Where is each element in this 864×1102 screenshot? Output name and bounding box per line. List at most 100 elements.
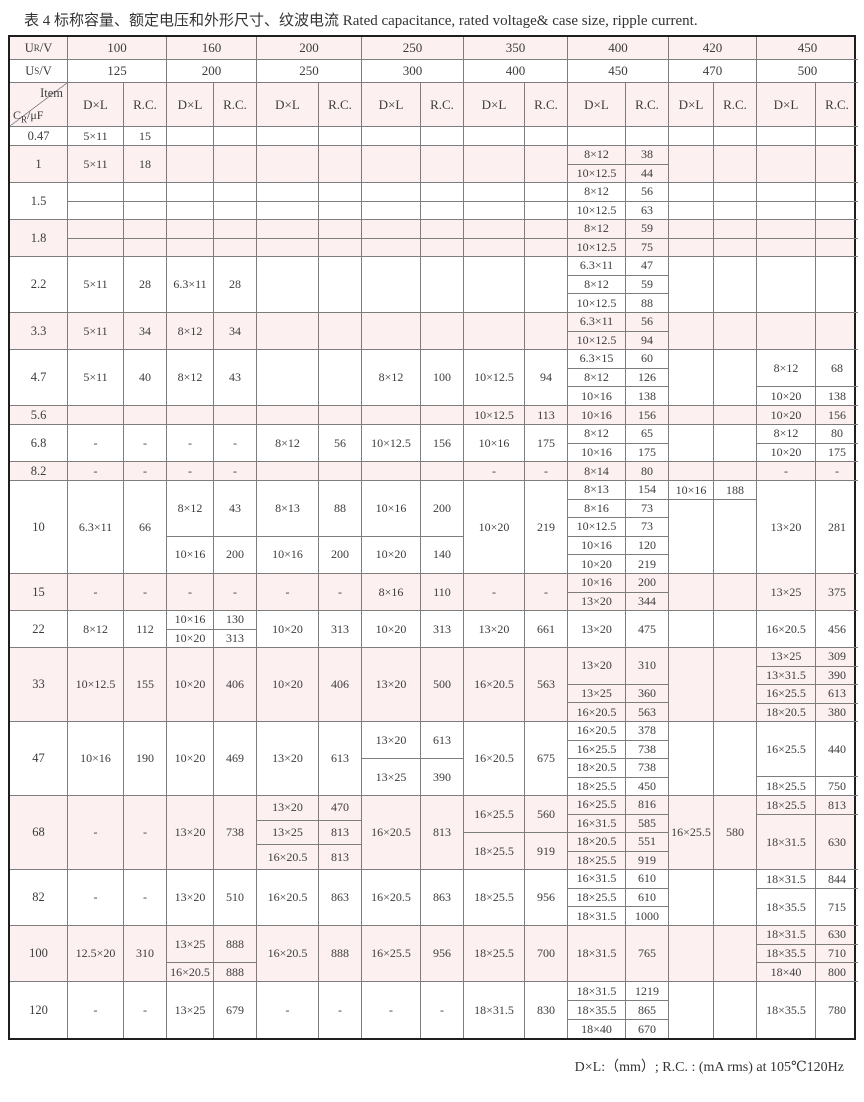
rated-voltage-value: 450 bbox=[757, 37, 858, 60]
rated-voltage-value: 420 bbox=[669, 37, 757, 60]
size-ripple-subcell: 10×20 219 bbox=[568, 554, 668, 573]
size-ripple-subcell bbox=[257, 257, 361, 312]
size-ripple-subcell: 10×12.5 73 bbox=[568, 517, 668, 536]
size-ripple-subcell bbox=[362, 220, 463, 238]
case-size-value: 10×16 bbox=[478, 435, 510, 450]
case-size-value: 5×11 bbox=[83, 277, 108, 291]
ripple-current-value: 66 bbox=[123, 481, 166, 573]
size-ripple-subcell: 16×25.5 440 bbox=[757, 722, 858, 776]
voltage-cell: 8×13 88 10×16 200 bbox=[257, 481, 362, 574]
ripple-current-value bbox=[420, 238, 463, 256]
ripple-current-value: 28 bbox=[213, 257, 256, 312]
size-ripple-subcell: 10×20 313 bbox=[362, 611, 463, 647]
case-size-value: - bbox=[93, 584, 98, 599]
voltage-cell bbox=[757, 146, 858, 183]
size-ripple-subcell: 18×31.5 844 bbox=[757, 870, 858, 888]
voltage-cell bbox=[362, 183, 464, 220]
voltage-cell bbox=[464, 127, 568, 146]
size-ripple-subcell: 18×31.5 765 bbox=[568, 926, 668, 981]
size-ripple-subcell bbox=[464, 200, 567, 219]
voltage-cell bbox=[669, 257, 757, 313]
case-size-value bbox=[669, 257, 713, 312]
voltage-cell: 16×25.5 816 16×31.5 585 18×20.5 551 18×25.5 919 bbox=[568, 796, 669, 870]
size-ripple-subcell bbox=[257, 237, 361, 256]
case-size-value bbox=[757, 146, 815, 182]
size-ripple-subcell: 10×16 200 bbox=[167, 535, 256, 573]
case-size-header: D×L bbox=[481, 96, 507, 112]
voltage-cell bbox=[257, 146, 362, 183]
ripple-current-value: 313 bbox=[213, 629, 256, 647]
size-ripple-subcell bbox=[167, 200, 256, 219]
case-size-value: - bbox=[188, 463, 192, 478]
voltage-cell: 10×20 313 bbox=[362, 611, 464, 648]
ripple-current-value bbox=[318, 462, 361, 480]
case-size-value: 13×20 bbox=[478, 621, 510, 636]
size-ripple-subcell: 10×20 156 bbox=[757, 406, 858, 424]
ripple-current-value: 469 bbox=[213, 722, 256, 795]
surge-voltage-value: 400 bbox=[464, 60, 568, 83]
ripple-current-header: R.C. bbox=[713, 83, 756, 126]
voltage-cell: 13×25 309 13×31.5 390 16×25.5 613 18×20.5 380 bbox=[757, 648, 858, 722]
case-size-value: 6.3×11 bbox=[579, 258, 614, 273]
ripple-current-value: 919 bbox=[524, 833, 567, 869]
size-ripple-subcell: 8×12 43 bbox=[167, 481, 256, 536]
case-size-value bbox=[669, 425, 713, 461]
case-size-value: 8×12 bbox=[584, 184, 609, 199]
case-size-value bbox=[669, 870, 713, 925]
ripple-current-value bbox=[318, 257, 361, 312]
case-size-value bbox=[669, 350, 713, 405]
ripple-current-value bbox=[213, 220, 256, 238]
rated-voltage-value: 350 bbox=[464, 37, 568, 60]
voltage-cell: 8×14 80 bbox=[568, 462, 669, 481]
column-header-subcell: D×L R.C. bbox=[167, 83, 256, 126]
case-size-value bbox=[257, 406, 318, 424]
ripple-current-header: R.C. bbox=[625, 83, 668, 126]
ripple-current-value bbox=[318, 201, 361, 219]
voltage-cell bbox=[257, 313, 362, 350]
ripple-current-value: 188 bbox=[713, 481, 756, 500]
ripple-current-value bbox=[213, 127, 256, 145]
ripple-current-value: 585 bbox=[625, 814, 668, 832]
ripple-current-value bbox=[815, 201, 858, 219]
voltage-cell: 10×12.5 156 bbox=[362, 425, 464, 462]
rated-voltage-row: U R/V 100 160 200 250 350 400 420 450 bbox=[10, 37, 858, 60]
voltage-cell bbox=[669, 406, 757, 425]
size-ripple-subcell: 18×20.5 551 bbox=[568, 832, 668, 851]
ripple-current-value: 44 bbox=[625, 164, 668, 182]
voltage-cell bbox=[669, 462, 757, 481]
size-ripple-subcell: -- bbox=[68, 796, 166, 869]
case-size-value: - bbox=[93, 435, 98, 450]
size-ripple-subcell bbox=[257, 313, 361, 349]
size-ripple-subcell: 18×31.5 830 bbox=[464, 982, 567, 1038]
ripple-current-value: 175 bbox=[625, 443, 668, 461]
ripple-current-value bbox=[713, 406, 756, 424]
voltage-cell: 10×16 200 13×20 344 bbox=[568, 574, 669, 611]
size-ripple-subcell bbox=[257, 183, 361, 201]
size-ripple-subcell: 16×20.5 675 bbox=[464, 722, 567, 795]
ripple-current-value: 888 bbox=[213, 926, 256, 962]
size-ripple-subcell: 18×20.5 380 bbox=[757, 702, 858, 721]
case-size-value bbox=[257, 462, 318, 480]
ripple-current-value: 200 bbox=[318, 536, 361, 573]
case-size-value bbox=[68, 183, 123, 201]
voltage-cell: 10×16 156 bbox=[568, 406, 669, 425]
size-ripple-subcell: 18×25.5 750 bbox=[757, 776, 858, 795]
ripple-current-value: 456 bbox=[815, 611, 858, 647]
case-size-value: 6.3×11 bbox=[78, 519, 113, 534]
ripple-current-value: 56 bbox=[318, 425, 361, 461]
table-row: 1 5×11 18 8×12 38 10×12.5 44 bbox=[10, 146, 858, 183]
table-row: 100 12.5×20 310 13×25 888 16×20.5 888 16×20.5 88… bbox=[10, 926, 858, 982]
voltage-cell bbox=[464, 257, 568, 313]
voltage-cell: 8×13 154 8×16 73 10×12.5 73 10×16 120 10×20 219 bbox=[568, 481, 669, 574]
case-size-value bbox=[757, 313, 815, 349]
size-ripple-subcell: 10×20 406 bbox=[257, 648, 361, 721]
ripple-current-value: 80 bbox=[625, 462, 668, 480]
size-ripple-subcell bbox=[669, 200, 756, 219]
ripple-current-value: 94 bbox=[524, 350, 567, 405]
case-size-value: 6.3×11 bbox=[579, 314, 614, 329]
size-ripple-subcell: -- bbox=[362, 982, 463, 1038]
case-size-header: D×L bbox=[584, 96, 609, 112]
case-size-value: 18×25.5 bbox=[766, 778, 806, 793]
us-base: U bbox=[25, 63, 35, 78]
ripple-current-value: 120 bbox=[625, 536, 668, 555]
